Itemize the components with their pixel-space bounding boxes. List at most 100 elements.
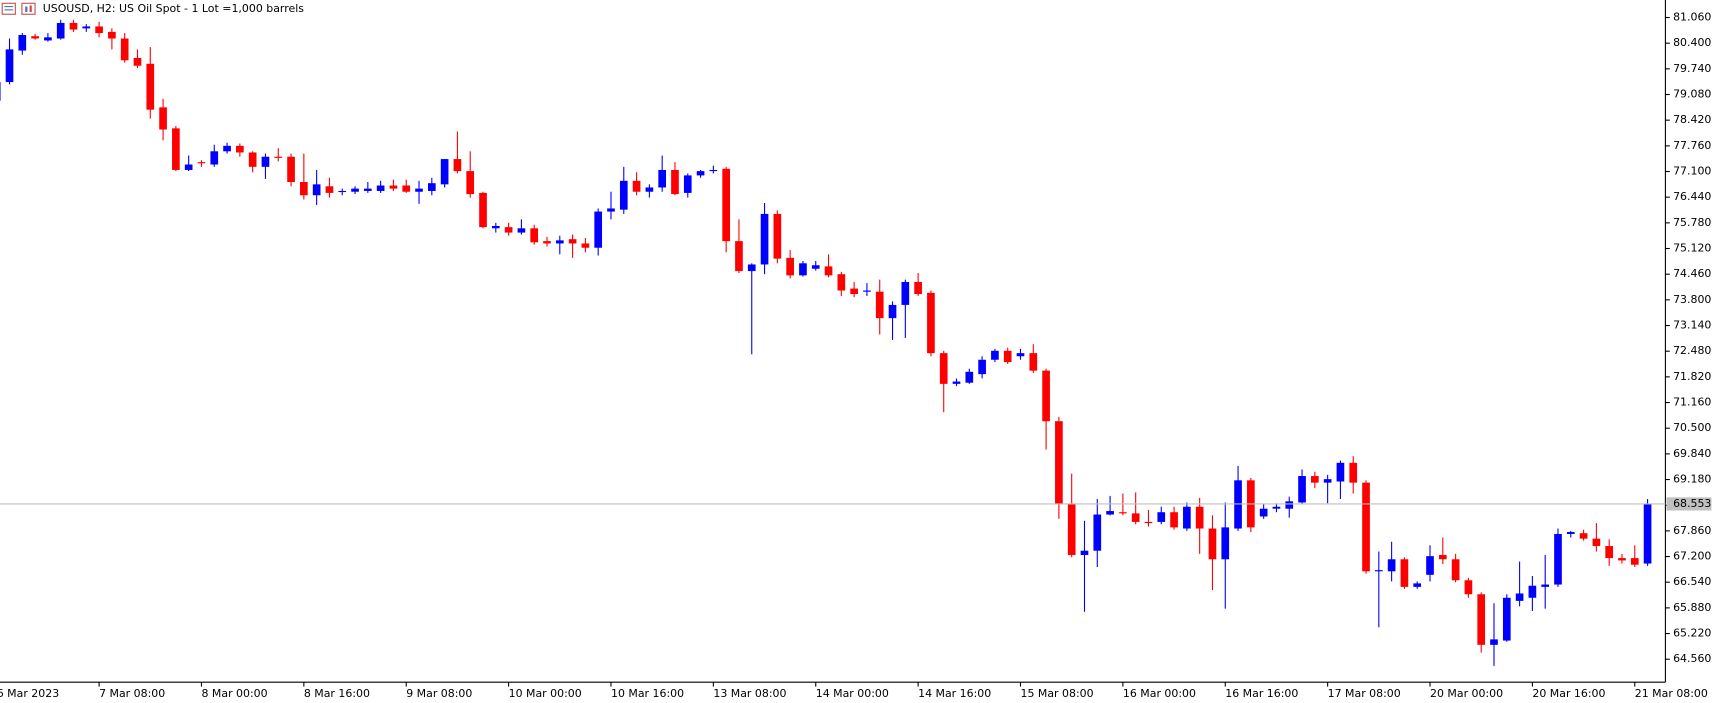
candle-body: [875, 291, 884, 319]
candle-body: [1323, 479, 1332, 483]
candle-body: [1093, 514, 1102, 551]
y-tick-label: 70.500: [1673, 421, 1711, 434]
candle-body: [18, 35, 27, 51]
x-tick-label: 10 Mar 00:00: [509, 687, 582, 700]
candle-body: [133, 57, 142, 66]
candle-body: [594, 211, 603, 248]
candle-body: [440, 159, 449, 185]
y-tick-label: 73.800: [1673, 293, 1711, 306]
y-tick-label: 73.140: [1673, 319, 1711, 332]
y-tick-label: 77.100: [1673, 165, 1711, 178]
candle-body: [927, 292, 935, 354]
candle-body: [1502, 597, 1511, 641]
candle-body: [1605, 546, 1614, 559]
candle-body: [415, 188, 423, 192]
candle-body: [466, 171, 475, 195]
candle-body: [120, 38, 129, 61]
candle-body: [261, 156, 270, 167]
candle-body: [811, 265, 820, 269]
candle-body: [581, 243, 590, 248]
y-tick-label: 69.840: [1673, 447, 1711, 460]
candle-body: [287, 156, 295, 183]
candle-body: [491, 225, 500, 229]
x-tick-label: 15 Mar 08:00: [1021, 687, 1094, 700]
candle-body: [1413, 583, 1422, 587]
candle-body: [965, 371, 974, 383]
candle-body: [1643, 503, 1652, 564]
candle-body: [1490, 639, 1498, 645]
candle-body: [1438, 554, 1447, 560]
candle-body: [671, 169, 679, 195]
y-tick-label: 67.860: [1673, 524, 1711, 537]
candle-body: [5, 49, 14, 83]
candle-body: [837, 274, 846, 291]
candle-body: [1541, 584, 1550, 587]
candle-body: [658, 169, 667, 188]
candle-body: [1387, 559, 1396, 572]
candle-body: [555, 240, 564, 244]
x-tick-label: 14 Mar 16:00: [918, 687, 991, 700]
candle-body: [568, 239, 577, 244]
x-tick-label: 6 Mar 2023: [0, 687, 59, 700]
candle-body: [95, 26, 103, 34]
candle-body: [1311, 476, 1319, 483]
candle-body: [1298, 476, 1306, 503]
x-tick-label: 20 Mar 00:00: [1430, 687, 1503, 700]
candle-body: [901, 281, 910, 305]
y-tick-label: 78.420: [1673, 113, 1711, 126]
x-tick-label: 20 Mar 16:00: [1532, 687, 1605, 700]
candle-body: [939, 353, 948, 384]
candle-body: [1400, 559, 1409, 587]
x-tick-label: 13 Mar 08:00: [713, 687, 786, 700]
header-icons: [1, 2, 36, 15]
candle-body: [389, 185, 398, 189]
candle-body: [1221, 527, 1230, 560]
candle-body: [1285, 501, 1294, 509]
candle-body: [364, 188, 372, 191]
x-tick-label: 16 Mar 00:00: [1123, 687, 1196, 700]
candle-body: [1272, 506, 1281, 509]
candle-body: [1464, 580, 1473, 595]
y-tick-label: 71.820: [1673, 370, 1711, 383]
y-tick-label: 65.220: [1673, 627, 1711, 640]
y-tick-label: 65.880: [1673, 601, 1711, 614]
y-tick-label: 79.080: [1673, 88, 1711, 101]
candle-body: [1157, 512, 1166, 522]
y-tick-label: 77.760: [1673, 139, 1711, 152]
candle-body: [1451, 559, 1460, 581]
candle-body: [619, 180, 628, 210]
candle-body: [1042, 370, 1050, 422]
candle-body: [607, 208, 615, 212]
candle-body: [1566, 532, 1575, 534]
candle-body: [530, 228, 539, 243]
y-tick-label: 74.460: [1673, 267, 1711, 280]
candle-body: [863, 290, 871, 292]
candle-body: [210, 151, 219, 165]
candle-body: [683, 175, 692, 193]
candle-body: [914, 281, 922, 295]
candle-body: [773, 213, 782, 259]
x-tick-label: 7 Mar 08:00: [99, 687, 165, 700]
icon: [25, 6, 28, 13]
candle-body: [82, 26, 91, 29]
y-tick-label: 67.200: [1673, 550, 1711, 563]
x-tick-label: 14 Mar 00:00: [816, 687, 889, 700]
candle-body: [172, 128, 180, 170]
candle-body: [0, 82, 1, 101]
candle-body: [747, 264, 756, 272]
candle-body: [1170, 512, 1178, 528]
y-tick-label: 69.180: [1673, 473, 1711, 486]
candle-body: [427, 183, 436, 191]
candle-body: [1067, 504, 1076, 555]
candle-body: [1016, 353, 1025, 357]
current-price-box: [1666, 497, 1712, 511]
candle-body: [1131, 513, 1140, 522]
y-tick-label: 76.440: [1673, 190, 1711, 203]
candle-body: [236, 145, 244, 153]
x-tick-label: 9 Mar 08:00: [406, 687, 472, 700]
candle-body: [1336, 462, 1345, 482]
candle-body: [1362, 482, 1370, 572]
candle-body: [888, 304, 897, 319]
candle-body: [197, 162, 206, 164]
